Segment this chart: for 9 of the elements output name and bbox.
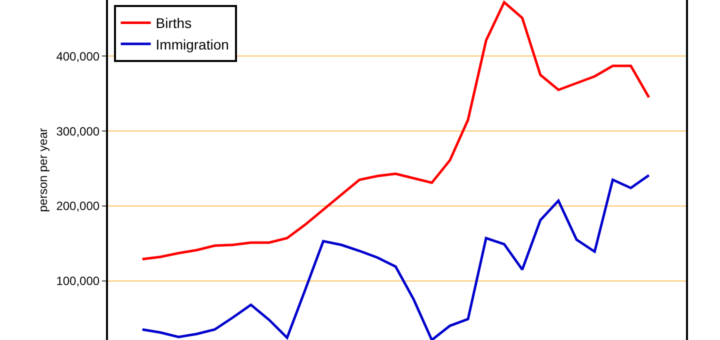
- line-series: [141, 1, 650, 260]
- legend-label: Births: [156, 15, 192, 32]
- legend-label: Immigration: [156, 36, 229, 52]
- y-tick-label: 200,000: [56, 199, 100, 214]
- y-tick-label: 400,000: [56, 49, 100, 64]
- y-tick-label: 100,000: [56, 274, 100, 288]
- y-axis-title: person per year: [36, 128, 50, 212]
- line-series: [141, 174, 650, 340]
- y-tick-label: 300,000: [56, 124, 100, 138]
